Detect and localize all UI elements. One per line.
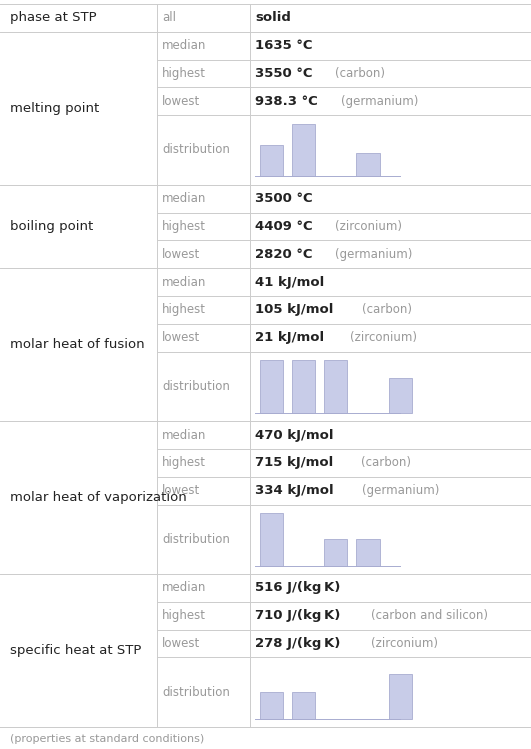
Bar [356, 539, 380, 565]
Text: (germanium): (germanium) [362, 484, 439, 497]
Bar [389, 378, 412, 413]
Text: 21 kJ/mol: 21 kJ/mol [255, 331, 324, 345]
Text: 105 kJ/mol: 105 kJ/mol [255, 303, 333, 316]
Text: median: median [162, 192, 207, 205]
Text: lowest: lowest [162, 95, 201, 108]
Text: 41 kJ/mol: 41 kJ/mol [255, 276, 324, 288]
Text: all: all [162, 11, 176, 25]
Bar [389, 674, 412, 718]
Bar [292, 124, 315, 177]
Text: (carbon and silicon): (carbon and silicon) [371, 609, 487, 622]
Text: lowest: lowest [162, 331, 201, 345]
Text: (zirconium): (zirconium) [371, 637, 438, 650]
Text: 516 J/(kg K): 516 J/(kg K) [255, 581, 340, 595]
Text: 470 kJ/mol: 470 kJ/mol [255, 428, 334, 441]
Text: specific heat at STP: specific heat at STP [10, 644, 141, 657]
Text: (carbon): (carbon) [335, 67, 384, 80]
Text: distribution: distribution [162, 144, 230, 157]
Text: molar heat of vaporization: molar heat of vaporization [10, 491, 187, 504]
Text: phase at STP: phase at STP [10, 11, 97, 25]
Text: 2820 °C: 2820 °C [255, 248, 313, 261]
Text: highest: highest [162, 456, 207, 470]
Text: highest: highest [162, 303, 207, 316]
Text: distribution: distribution [162, 533, 230, 546]
Text: (carbon): (carbon) [362, 303, 412, 316]
Text: boiling point: boiling point [10, 220, 93, 233]
Bar [260, 145, 283, 177]
Text: 334 kJ/mol: 334 kJ/mol [255, 484, 334, 497]
Text: (properties at standard conditions): (properties at standard conditions) [10, 734, 204, 744]
Bar [356, 153, 380, 177]
Bar [260, 692, 283, 718]
Text: (carbon): (carbon) [362, 456, 412, 470]
Text: median: median [162, 428, 207, 441]
Bar [260, 513, 283, 565]
Text: highest: highest [162, 220, 207, 233]
Text: distribution: distribution [162, 380, 230, 393]
Text: 4409 °C: 4409 °C [255, 220, 313, 233]
Text: (germanium): (germanium) [335, 248, 412, 261]
Text: 1635 °C: 1635 °C [255, 39, 313, 52]
Text: molar heat of fusion: molar heat of fusion [10, 338, 144, 351]
Text: solid: solid [255, 11, 291, 25]
Text: highest: highest [162, 609, 207, 622]
Text: highest: highest [162, 67, 207, 80]
Bar [292, 692, 315, 718]
Bar [260, 360, 283, 413]
Text: 3550 °C: 3550 °C [255, 67, 313, 80]
Text: 715 kJ/mol: 715 kJ/mol [255, 456, 333, 470]
Text: lowest: lowest [162, 248, 201, 261]
Text: median: median [162, 39, 207, 52]
Text: 278 J/(kg K): 278 J/(kg K) [255, 637, 340, 650]
Text: (germanium): (germanium) [341, 95, 419, 108]
Text: (zirconium): (zirconium) [349, 331, 417, 345]
Text: lowest: lowest [162, 484, 201, 497]
Bar [324, 360, 347, 413]
Text: (zirconium): (zirconium) [335, 220, 402, 233]
Text: 710 J/(kg K): 710 J/(kg K) [255, 609, 340, 622]
Text: melting point: melting point [10, 102, 99, 115]
Text: distribution: distribution [162, 686, 230, 699]
Text: lowest: lowest [162, 637, 201, 650]
Bar [324, 539, 347, 565]
Text: median: median [162, 276, 207, 288]
Text: 3500 °C: 3500 °C [255, 192, 313, 205]
Bar [292, 360, 315, 413]
Text: median: median [162, 581, 207, 595]
Text: 938.3 °C: 938.3 °C [255, 95, 318, 108]
